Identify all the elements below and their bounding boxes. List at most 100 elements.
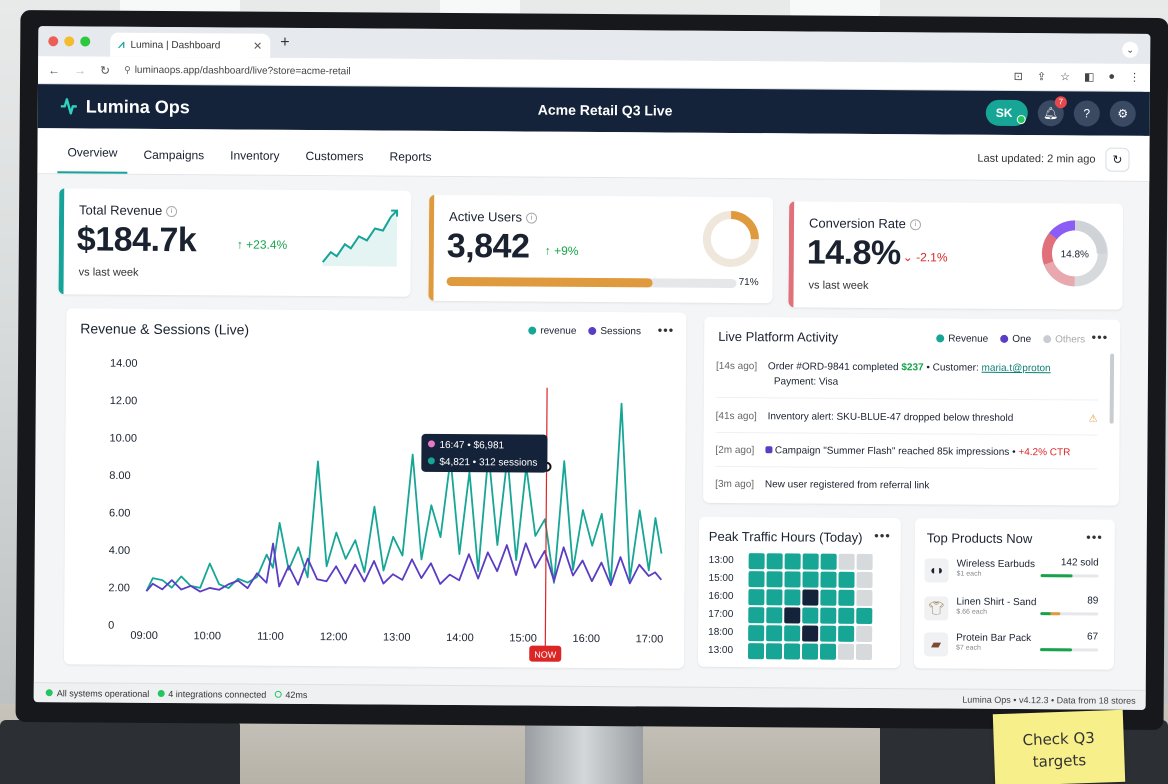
products-more-icon[interactable]: ••• (1086, 529, 1103, 545)
heatmap-cell[interactable] (855, 643, 873, 660)
notifications-button[interactable]: 🔔︎ 7 (1037, 96, 1067, 127)
product-row[interactable]: ◖◗ Wireless Earbuds $1 each 142 sold (924, 556, 1102, 591)
heatmap-cell[interactable] (819, 643, 837, 660)
line-chart[interactable]: 0 2.00 4.00 6.00 8.00 10.00 12.00 14.00 09:00 10:… (64, 308, 686, 668)
heatmap-cell[interactable] (856, 607, 873, 624)
heatmap-cell[interactable] (784, 571, 801, 588)
heatmap-cell[interactable] (838, 625, 855, 642)
product-row[interactable]: 👕︎ Linen Shirt - Sand $.66 each 89 (924, 594, 1102, 629)
more-menu-icon[interactable]: ⋮ (1128, 71, 1141, 84)
tab-campaigns[interactable]: Campaigns (143, 147, 205, 163)
info-icon[interactable]: i (525, 212, 538, 224)
peak-traffic-panel: Peak Traffic Hours (Today) ••• 13:00 15:0… (697, 516, 901, 669)
heatmap-cell[interactable] (766, 589, 783, 606)
heatmap-cell[interactable] (766, 571, 783, 588)
heatmap-cell[interactable] (837, 643, 855, 660)
heatmap-cell[interactable] (856, 625, 873, 642)
heatmap-cell[interactable] (820, 571, 837, 588)
heatmap-cell[interactable] (784, 589, 801, 606)
sidebar-icon[interactable]: ◧ (1083, 71, 1095, 84)
heatmap-cell[interactable] (802, 553, 819, 570)
browser-tab[interactable]: ⩘ Lumina | Dashboard ✕ (110, 32, 271, 58)
heatmap-cell[interactable] (784, 553, 801, 570)
kpi-card-revenue[interactable]: Total Revenue i $184.7k ↑ +23.4% vs last … (58, 188, 412, 297)
heatmap-cell[interactable] (838, 607, 855, 624)
heatmap-cell[interactable] (802, 625, 819, 642)
activity-scrollbar[interactable] (1109, 353, 1115, 424)
info-icon[interactable]: i (909, 219, 921, 231)
install-icon[interactable]: ⊡ (1013, 70, 1023, 84)
user-avatar[interactable]: SK (985, 99, 1028, 127)
profile-icon[interactable]: ● (1108, 70, 1116, 83)
heatmap-cell[interactable] (748, 607, 765, 624)
x-tick-label: 14:00 (446, 632, 474, 644)
close-window-button[interactable] (48, 36, 59, 47)
forward-icon[interactable]: → (74, 62, 87, 77)
heatmap-cell[interactable] (856, 571, 873, 588)
share-icon[interactable]: ⇪ (1036, 71, 1047, 84)
legend-one[interactable]: One (1000, 334, 1031, 345)
heatmap-cell[interactable] (748, 553, 765, 570)
kpi-delta: ↑ +9% (544, 243, 579, 258)
heatmap-cell[interactable] (766, 625, 783, 642)
latency-value: 42ms (285, 689, 308, 700)
heatmap-cell[interactable] (820, 589, 837, 606)
heatmap-cell[interactable] (801, 643, 819, 660)
settings-button[interactable]: ⚙ (1109, 100, 1136, 127)
url-input[interactable]: luminaops.app/dashboard/live?store=acme-… (134, 64, 351, 78)
back-icon[interactable]: ← (48, 62, 61, 77)
heatmap-cell[interactable] (856, 553, 873, 570)
heatmap-cell[interactable] (784, 625, 801, 642)
top-products-panel: Top Products Now ••• ◖◗ Wireless Earbuds… (913, 518, 1115, 670)
activity-more-icon[interactable]: ••• (1091, 329, 1109, 345)
heatmap-cell[interactable] (784, 607, 801, 624)
info-icon[interactable]: i (166, 206, 178, 218)
customer-email-link[interactable]: maria.t@proton (981, 362, 1051, 375)
tab-customers[interactable]: Customers (305, 148, 364, 164)
heatmap-cell[interactable] (802, 589, 819, 606)
heatmap-cell[interactable] (838, 553, 855, 570)
heatmap-cell[interactable] (766, 553, 783, 570)
activity-row-order[interactable]: [14s ago] Order #ORD-9841 completed $237… (715, 358, 1099, 401)
minimize-window-button[interactable] (64, 36, 75, 47)
heatmap-cell[interactable] (783, 643, 801, 660)
legend-revenue[interactable]: Revenue (936, 333, 988, 345)
chevron-down-icon[interactable]: ⌄ (1122, 41, 1139, 58)
kpi-title-text: Total Revenue (79, 202, 163, 218)
kpi-card-conversion[interactable]: Conversion Rate i 14.8% ⌄ -2.1% vs last w… (788, 201, 1124, 310)
bookmark-star-icon[interactable]: ☆ (1060, 71, 1071, 84)
heatmap-cell[interactable] (838, 571, 855, 588)
activity-row-campaign[interactable]: [2m ago] Campaign "Summer Flash" reached… (715, 442, 1098, 470)
heatmap-cell[interactable] (748, 571, 765, 588)
reload-icon[interactable]: ↻ (100, 63, 111, 78)
heatmap-cell[interactable] (838, 589, 855, 606)
heatmap-more-icon[interactable]: ••• (874, 527, 891, 544)
activity-row-inventory[interactable]: [41s ago] Inventory alert: SKU-BLUE-47 d… (715, 408, 1098, 436)
app-logo[interactable]: Lumina Ops (58, 95, 190, 118)
heatmap-cell[interactable] (820, 607, 837, 624)
maximize-window-button[interactable] (80, 36, 91, 47)
tab-reports[interactable]: Reports (389, 149, 432, 164)
tab-inventory[interactable]: Inventory (230, 148, 280, 163)
heatmap-cell[interactable] (802, 607, 819, 624)
heatmap-cell[interactable] (747, 643, 765, 660)
activity-row-user[interactable]: [3m ago] New user registered from referr… (715, 477, 1097, 503)
help-button[interactable]: ? (1073, 100, 1100, 127)
heatmap-cell[interactable] (856, 589, 873, 606)
kpi-card-active-users[interactable]: Active Users i 3,842 ↑ +9% 71% (428, 194, 774, 304)
new-tab-icon[interactable]: + (280, 33, 290, 51)
heatmap-cell[interactable] (765, 643, 783, 660)
tab-overview[interactable]: Overview (57, 145, 128, 174)
site-info-icon[interactable]: ⚲ (124, 64, 131, 75)
close-tab-icon[interactable]: ✕ (252, 40, 263, 53)
heatmap-cell[interactable] (766, 607, 783, 624)
refresh-button[interactable]: ↻ (1105, 147, 1130, 172)
heatmap-cell[interactable] (748, 625, 765, 642)
heatmap-cell[interactable] (748, 589, 765, 606)
heatmap-cell[interactable] (820, 553, 837, 570)
heatmap-cell[interactable] (820, 625, 837, 642)
legend-others[interactable]: Others (1043, 334, 1085, 345)
lumina-favicon-icon: ⩘ (118, 38, 125, 51)
product-row[interactable]: ▰ Protein Bar Pack $7 each 67 (923, 630, 1102, 665)
heatmap-cell[interactable] (802, 571, 819, 588)
